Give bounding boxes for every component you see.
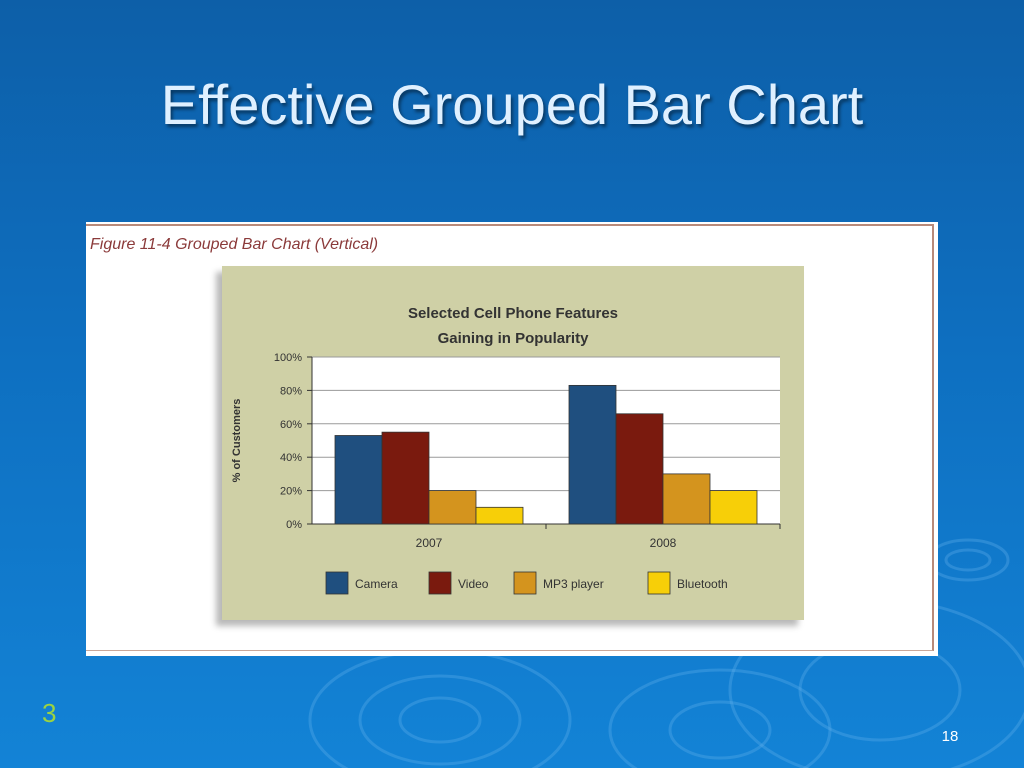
legend-swatch: [513, 571, 537, 595]
bar: [568, 384, 617, 525]
legend-label: MP3 player: [543, 577, 604, 591]
y-tick-label: 80%: [280, 385, 302, 397]
x-tick-label: 2008: [650, 536, 677, 550]
legend-swatch: [647, 571, 671, 595]
bar: [381, 431, 430, 525]
chart-box: Selected Cell Phone Features Gaining in P…: [222, 266, 804, 620]
legend-label: Camera: [355, 577, 398, 591]
legend-swatch: [428, 571, 452, 595]
y-tick-label: 0%: [286, 519, 302, 531]
slide-counter: 3: [42, 698, 57, 728]
legend-swatch: [325, 571, 349, 595]
chart-title-line: Gaining in Popularity: [438, 330, 590, 347]
y-axis-label: % of Customers: [231, 399, 243, 483]
y-tick-label: 60%: [280, 419, 302, 431]
figure-border: [86, 224, 934, 651]
slide-title: Effective Grouped Bar Chart: [160, 73, 864, 136]
chart-title-line: Selected Cell Phone Features: [408, 305, 618, 322]
y-tick-label: 20%: [280, 486, 302, 498]
y-tick-label: 40%: [280, 452, 302, 464]
legend-label: Bluetooth: [677, 577, 728, 591]
legend-label: Video: [458, 577, 489, 591]
grouped-bar-chart: Selected Cell Phone Features Gaining in P…: [231, 305, 781, 595]
page-number: 18: [941, 728, 959, 745]
bar: [662, 473, 711, 525]
bar: [428, 490, 477, 525]
figure-panel: Figure 11-4 Grouped Bar Chart (Vertical)…: [86, 222, 938, 656]
bar: [709, 490, 758, 525]
bar: [615, 413, 664, 525]
bar: [475, 506, 524, 525]
y-tick-label: 100%: [274, 352, 302, 364]
figure-caption: Figure 11-4 Grouped Bar Chart (Vertical): [90, 236, 379, 253]
bar: [334, 435, 383, 525]
x-tick-label: 2007: [416, 536, 443, 550]
